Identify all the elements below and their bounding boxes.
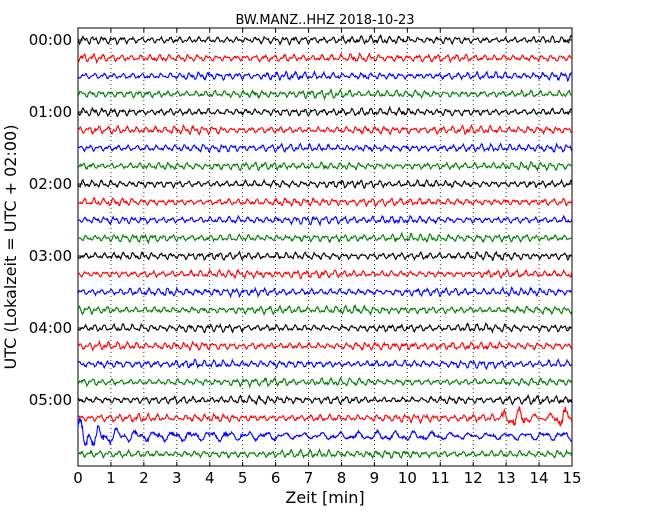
trace-0015 (77, 52, 573, 65)
x-axis-label: Zeit [min] (285, 488, 364, 507)
trace-0330 (77, 285, 573, 299)
trace-0100 (77, 105, 573, 118)
trace-0530 (77, 417, 573, 447)
x-tick-label: 7 (304, 469, 314, 487)
x-tick-label: 15 (562, 469, 581, 487)
trace-0430 (77, 358, 573, 371)
y-tick-label: 05:00 (29, 391, 72, 409)
x-tick-label: 13 (497, 469, 516, 487)
x-tick-label: 4 (205, 469, 215, 487)
y-tick-label: 01:00 (29, 103, 72, 121)
trace-0215 (77, 197, 573, 208)
x-tick-label: 11 (431, 469, 450, 487)
trace-0130 (77, 142, 573, 153)
x-tick-label: 0 (73, 469, 83, 487)
trace-0345 (77, 303, 573, 317)
trace-0045 (77, 87, 573, 101)
trace-0000 (77, 33, 573, 46)
trace-0230 (77, 214, 573, 227)
trace-0115 (77, 123, 573, 136)
trace-0315 (77, 268, 573, 280)
x-tick-label: 3 (172, 469, 182, 487)
traces (77, 33, 573, 460)
x-tick-label: 8 (337, 469, 347, 487)
x-tick-label: 6 (271, 469, 281, 487)
trace-0400 (77, 321, 572, 335)
trace-0145 (77, 160, 573, 173)
x-axis: 0 1 2 3 4 5 6 7 8 9 10 11 12 13 14 15 (73, 28, 582, 487)
y-tick-label: 00:00 (29, 31, 72, 49)
x-tick-label: 12 (464, 469, 483, 487)
trace-0200 (77, 178, 573, 190)
y-tick-label: 04:00 (29, 319, 72, 337)
x-tick-label: 9 (370, 469, 380, 487)
y-tick-label: 02:00 (29, 175, 72, 193)
trace-0500 (77, 393, 573, 406)
plot-area (77, 27, 573, 467)
y-axis: 00:00 01:00 02:00 03:00 04:00 05:00 (29, 31, 572, 409)
chart-title: BW.MANZ..HHZ 2018-10-23 (235, 13, 414, 28)
x-tick-label: 1 (106, 469, 116, 487)
x-tick-label: 5 (238, 469, 248, 487)
x-tick-label: 10 (398, 469, 417, 487)
trace-0245 (77, 231, 573, 245)
x-tick-label: 2 (139, 469, 149, 487)
x-tick-label: 14 (530, 469, 549, 487)
trace-0545 (77, 447, 573, 460)
trace-0445 (77, 376, 573, 389)
trace-0300 (77, 250, 573, 262)
y-axis-label: UTC (Lokalzeit = UTC + 02:00) (1, 125, 20, 370)
y-tick-label: 03:00 (29, 247, 72, 265)
trace-0515 (77, 406, 573, 427)
trace-0415 (77, 339, 573, 352)
trace-0030 (77, 69, 573, 83)
